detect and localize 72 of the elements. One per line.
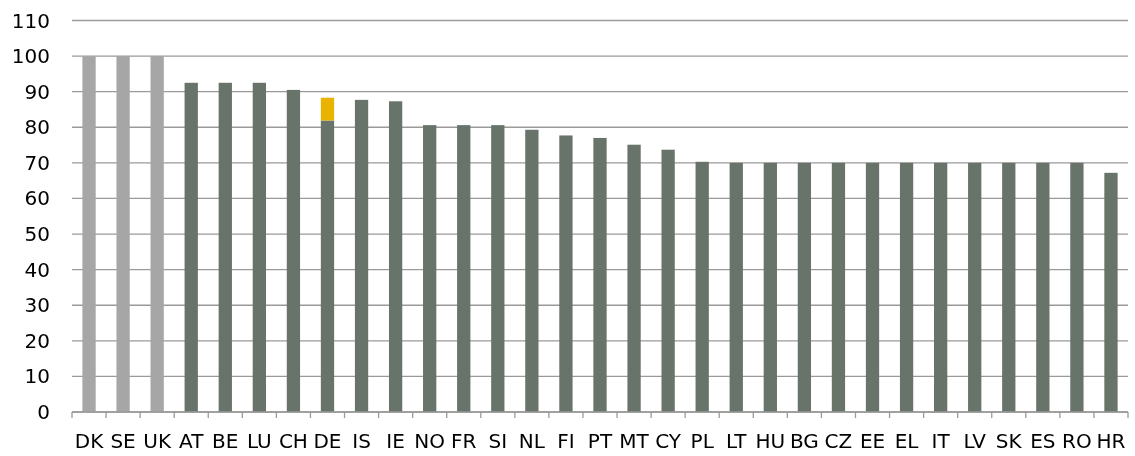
bar (184, 82, 198, 412)
x-tick-label: SI (488, 429, 508, 453)
x-tick-label: SK (995, 429, 1023, 453)
x-tick-label: EE (859, 429, 886, 453)
x-tick-label: IT (931, 429, 951, 453)
y-tick-label: 10 (24, 364, 50, 389)
x-tick-label: LV (963, 429, 987, 453)
y-tick-label: 110 (11, 8, 50, 33)
x-tick-label: EL (894, 429, 920, 453)
bar (1070, 162, 1084, 412)
bar (218, 82, 232, 412)
x-tick-label: FI (557, 429, 575, 453)
y-tick-label: 60 (24, 186, 50, 211)
x-tick-label: HU (755, 429, 786, 453)
x-tick-label: PL (690, 429, 715, 453)
x-tick-label: CH (278, 429, 308, 453)
bar (286, 89, 301, 412)
y-tick-label: 90 (24, 79, 50, 104)
y-tick-label: 50 (24, 222, 50, 247)
x-tick-label: NO (414, 429, 446, 453)
bar (388, 101, 403, 412)
x-tick-label: NL (518, 429, 546, 453)
y-tick-label: 0 (37, 400, 50, 424)
x-tick-label: AT (179, 429, 205, 453)
x-tick-label: RO (1062, 429, 1092, 453)
bar (559, 135, 573, 412)
y-tick-label: 20 (24, 328, 50, 353)
bar (661, 149, 675, 412)
bar (320, 120, 335, 412)
bar (797, 162, 812, 412)
x-tick-label: IE (386, 429, 405, 453)
bar (593, 137, 607, 412)
y-tick-label: 100 (11, 44, 50, 69)
x-tick-label: MT (619, 429, 650, 453)
x-tick-label: HR (1096, 429, 1126, 453)
bar (491, 125, 505, 412)
x-tick-label: PT (587, 429, 613, 453)
bar (627, 144, 641, 412)
bar (695, 161, 709, 412)
x-tick-label: BE (212, 429, 239, 453)
x-tick-label: LT (725, 429, 748, 453)
bar (1104, 172, 1118, 412)
bar (320, 97, 335, 121)
x-tick-label: DE (313, 429, 342, 453)
x-tick-label: IS (352, 429, 371, 453)
x-tick-label: ES (1030, 429, 1056, 453)
bar (354, 99, 369, 412)
bar (729, 162, 743, 412)
y-tick-label: 40 (24, 257, 50, 282)
y-tick-label: 70 (24, 150, 50, 175)
x-tick-label: CZ (824, 429, 853, 453)
bar (763, 162, 777, 412)
x-tick-label: LU (246, 429, 272, 453)
y-tick-label: 80 (24, 115, 50, 140)
bar (865, 162, 880, 412)
x-tick-label: SE (110, 429, 136, 453)
bar (525, 129, 539, 412)
bar (1002, 162, 1016, 412)
x-tick-label: BG (789, 429, 819, 453)
x-tick-label: FR (451, 429, 477, 453)
bar (968, 162, 982, 412)
bar (423, 125, 437, 412)
bar (252, 82, 266, 412)
bar (457, 125, 471, 412)
y-tick-label: 30 (24, 293, 50, 318)
x-tick-label: CY (655, 429, 682, 453)
bar (899, 162, 914, 412)
bar (1036, 162, 1050, 412)
bar (831, 162, 846, 412)
bar (934, 162, 948, 412)
x-tick-label: DK (74, 429, 105, 453)
x-tick-label: UK (143, 429, 172, 453)
